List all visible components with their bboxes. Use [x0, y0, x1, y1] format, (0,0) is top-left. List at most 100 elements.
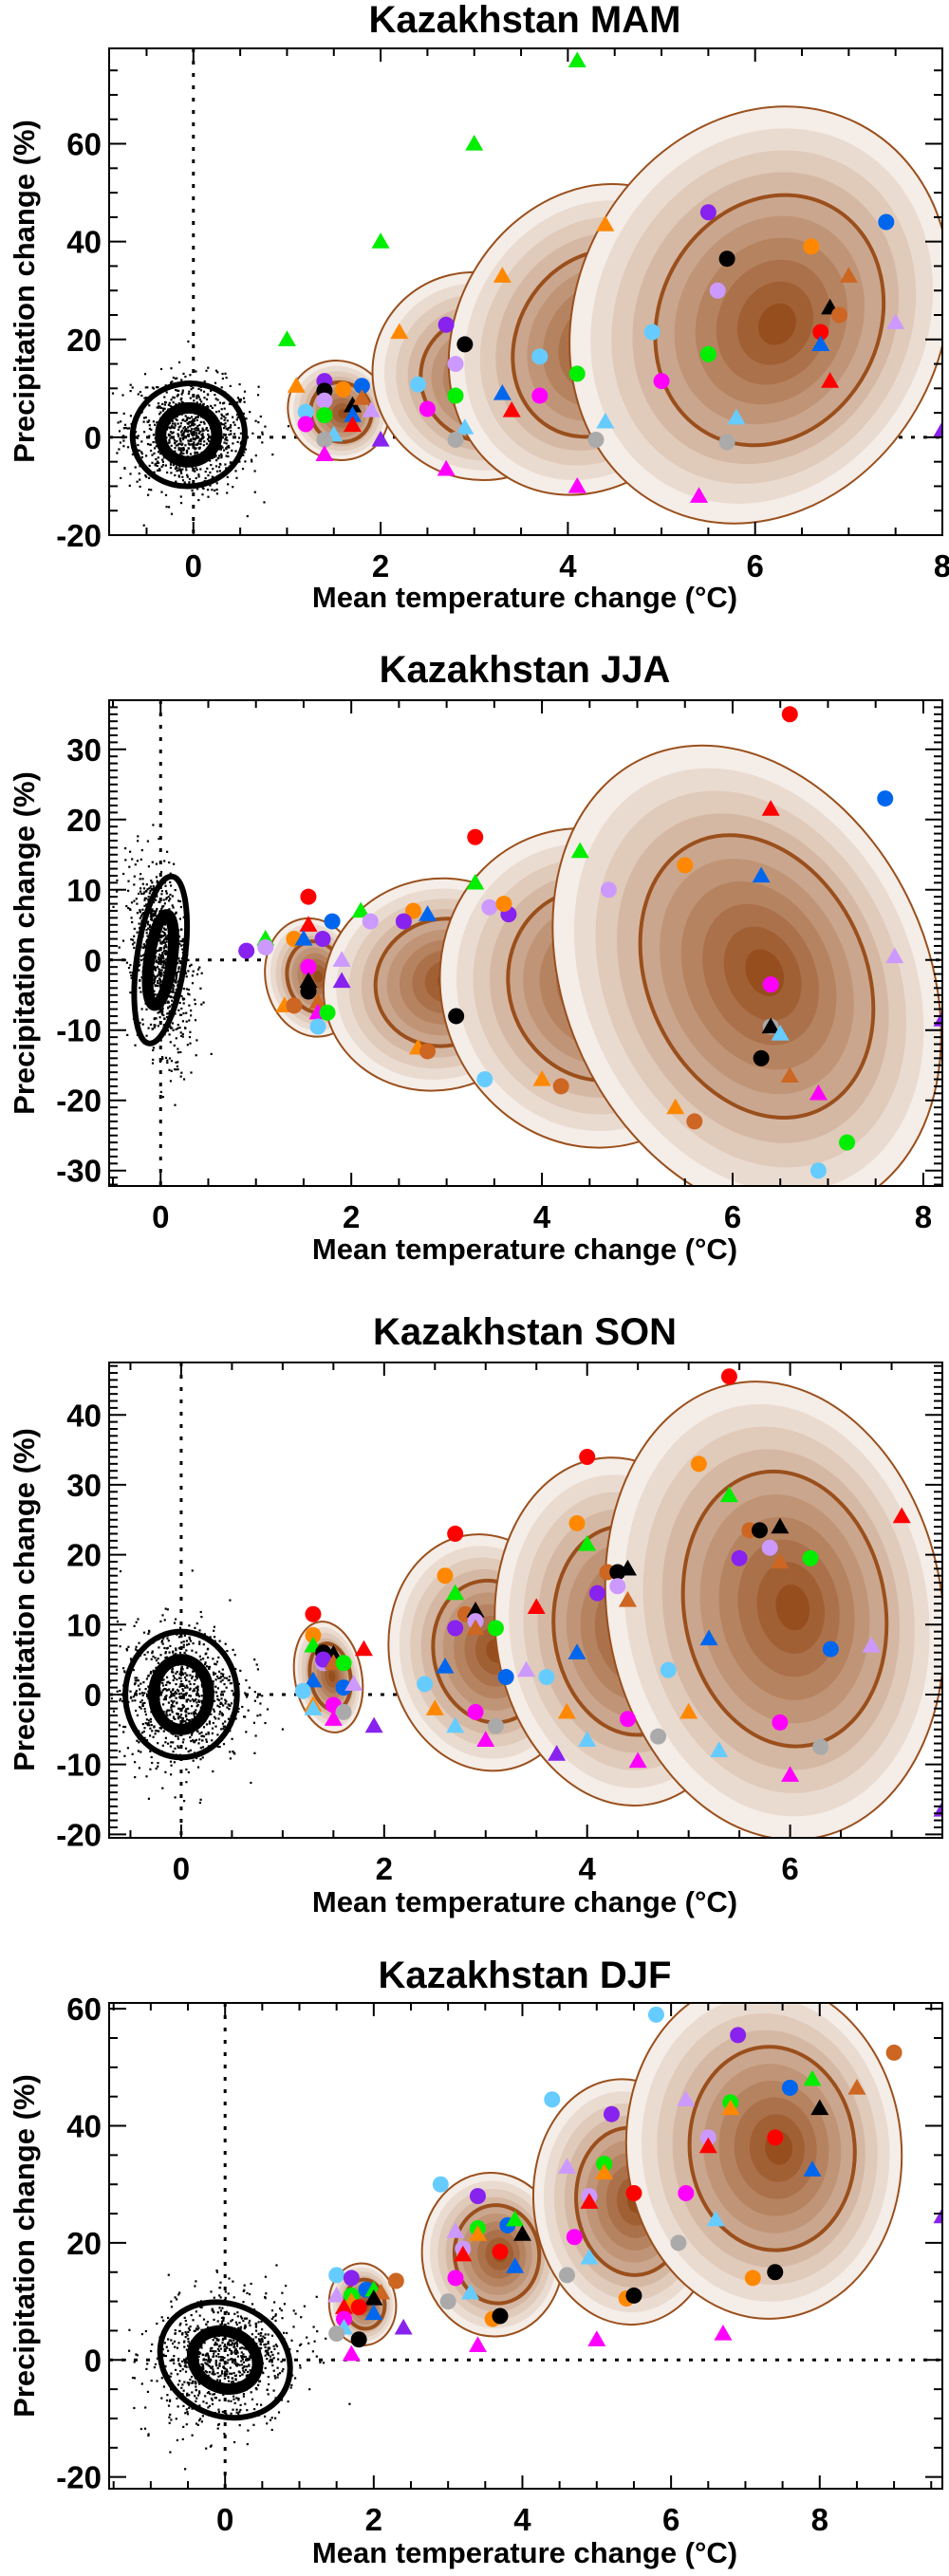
noise-point	[166, 1637, 169, 1640]
noise-point	[213, 2373, 215, 2376]
noise-point	[217, 2408, 220, 2411]
noise-point	[122, 1731, 125, 1733]
model-point-triangle	[437, 459, 456, 476]
noise-point	[255, 2388, 258, 2391]
noise-point	[170, 991, 173, 993]
noise-point	[274, 2417, 277, 2419]
noise-point	[130, 1696, 133, 1698]
noise-point	[167, 1012, 170, 1015]
model-point-circle	[362, 913, 379, 930]
model-point-circle	[447, 431, 464, 448]
noise-point	[162, 2385, 165, 2388]
noise-point	[169, 995, 172, 999]
noise-point	[177, 1047, 179, 1050]
model-point-triangle	[343, 416, 362, 433]
noise-point	[204, 2370, 207, 2373]
noise-point	[292, 2326, 295, 2328]
model-point-circle	[752, 1522, 769, 1539]
noise-point	[155, 959, 158, 962]
noise-point	[166, 1059, 169, 1062]
noise-point	[175, 1683, 177, 1686]
noise-point	[186, 475, 189, 478]
noise-point	[140, 1707, 142, 1710]
noise-point	[292, 2309, 295, 2312]
noise-point	[173, 2340, 177, 2343]
noise-point	[198, 398, 201, 401]
plot-frame	[108, 47, 943, 536]
noise-point	[176, 974, 178, 977]
panel-title: Kazakhstan JJA	[380, 649, 671, 691]
noise-point	[194, 998, 196, 1001]
noise-point	[191, 1675, 194, 1678]
noise-point	[185, 1768, 188, 1771]
noise-point	[186, 426, 190, 429]
noise-point	[220, 2316, 224, 2320]
noise-point	[191, 1698, 195, 1701]
noise-point	[246, 1696, 249, 1698]
noise-point	[187, 434, 190, 436]
noise-point	[141, 1694, 144, 1696]
noise-point	[202, 2359, 205, 2362]
noise-point	[222, 415, 226, 418]
noise-point	[165, 1647, 168, 1650]
noise-point	[162, 1024, 165, 1027]
noise-point	[131, 453, 134, 455]
noise-point	[191, 416, 194, 418]
noise-point	[122, 435, 125, 437]
noise-point	[191, 1677, 194, 1679]
noise-point	[116, 1690, 119, 1693]
noise-point	[248, 2364, 251, 2367]
noise-point	[227, 2376, 230, 2379]
noise-point	[232, 1648, 234, 1651]
noise-point	[148, 924, 152, 927]
noise-point	[149, 1750, 152, 1752]
model-point-circle	[839, 1134, 856, 1151]
noise-point	[181, 442, 184, 445]
noise-point	[261, 441, 264, 444]
noise-point	[162, 1703, 165, 1706]
noise-point	[179, 1031, 182, 1034]
noise-point	[194, 452, 196, 454]
noise-point	[143, 1708, 146, 1711]
noise-point	[162, 957, 165, 960]
noise-point	[177, 426, 180, 429]
noise-point	[267, 2349, 270, 2352]
noise-point	[174, 422, 177, 425]
noise-point	[179, 1013, 183, 1016]
noise-point	[151, 861, 154, 863]
noise-point	[144, 1688, 147, 1691]
noise-point	[199, 1747, 202, 1750]
noise-point	[214, 2350, 216, 2353]
y-axis-label: Precipitation change (%)	[8, 2074, 41, 2418]
noise-point	[159, 980, 162, 983]
noise-point	[204, 477, 207, 480]
noise-point	[229, 1704, 232, 1707]
noise-point	[179, 431, 183, 434]
noise-point	[219, 448, 222, 451]
noise-point	[240, 2356, 244, 2360]
noise-point	[155, 445, 158, 448]
noise-point	[137, 1684, 140, 1687]
noise-point	[220, 1690, 223, 1694]
noise-point	[141, 1702, 144, 1705]
noise-point	[235, 414, 239, 417]
noise-point	[237, 2397, 240, 2400]
model-point-circle	[709, 282, 726, 299]
noise-point	[162, 960, 166, 963]
noise-point	[187, 2330, 190, 2333]
noise-point	[306, 2336, 308, 2339]
noise-point	[273, 2301, 276, 2304]
noise-point	[187, 392, 190, 396]
noise-point	[185, 2357, 188, 2360]
noise-point	[179, 944, 183, 947]
model-point-circle	[802, 1549, 819, 1566]
noise-point	[161, 409, 165, 412]
noise-point	[186, 1044, 189, 1047]
noise-point	[181, 1716, 184, 1720]
noise-point	[303, 2305, 306, 2307]
noise-point	[160, 890, 163, 893]
noise-point	[201, 436, 204, 439]
noise-point	[196, 425, 199, 428]
noise-point	[263, 501, 266, 504]
noise-point	[191, 1649, 194, 1652]
